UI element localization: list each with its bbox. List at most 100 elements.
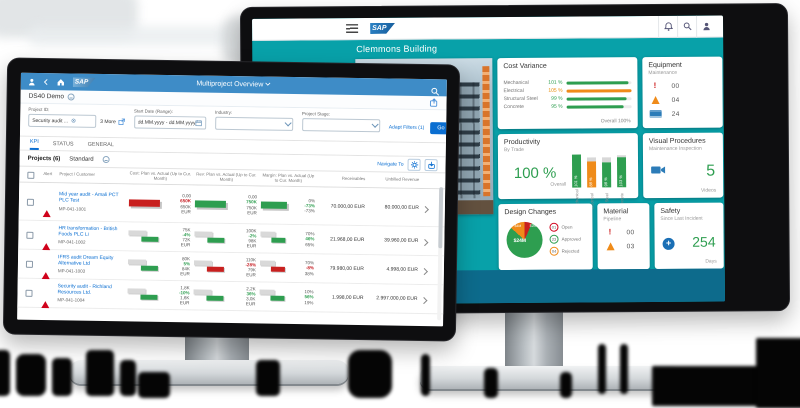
- collapse-icon[interactable]: [103, 156, 110, 163]
- overall-value: 100 %: [504, 165, 566, 182]
- overall-label: Overall: [504, 182, 566, 188]
- collapse-icon[interactable]: [68, 93, 75, 100]
- crane: [482, 66, 490, 196]
- app-screen: SAP Multiproject Overview DS40 Demo P: [17, 73, 447, 327]
- app-title: Multiproject Overview: [21, 78, 447, 92]
- project-id: MP-041-1002: [58, 240, 123, 246]
- productivity-tile[interactable]: Productivity By Trade 100 % Overall 101 …: [498, 133, 638, 199]
- productivity-chart: 100 % Overall 101 % Mechanical 88 % Elec…: [504, 154, 632, 210]
- monitor-front: SAP Multiproject Overview DS40 Demo P: [3, 57, 460, 341]
- project-id: MP-041-1004: [57, 298, 122, 304]
- unbilled-value: 80.000,00 EUR: [365, 204, 419, 211]
- go-button[interactable]: Go: [430, 122, 447, 134]
- column-header-margin[interactable]: Margin: Plan vs. Actual (Up to Cur. Mont…: [259, 173, 317, 184]
- legend-item: 23 Approved: [550, 235, 587, 244]
- design-changes-tile[interactable]: Design Changes $24M $4M $2M 01 Open 23: [498, 203, 592, 270]
- status-row: 04: [649, 96, 717, 104]
- bar-label: Concrete: [504, 104, 545, 110]
- equipment-tile[interactable]: Equipment Maintenance ! 00 04 24: [642, 57, 722, 129]
- trade-bar: 98 % Str. Steel: [601, 154, 611, 209]
- pie-slice-label: $2M: [530, 224, 537, 228]
- unbilled-value: 2.997.000,00 EUR: [363, 295, 417, 302]
- tile-subtitle: Since Last Incident: [660, 216, 717, 222]
- bar-label: Structural Steel: [504, 96, 545, 102]
- foreground-blur-blob: [348, 350, 392, 398]
- value-help-icon[interactable]: [118, 118, 125, 125]
- row-checkbox[interactable]: [26, 232, 33, 239]
- view-variant[interactable]: Standard: [69, 156, 93, 162]
- kpi-value: 5: [706, 164, 715, 180]
- material-tile[interactable]: Material Pipeline ! 00 03: [597, 203, 649, 269]
- row-checkbox[interactable]: [26, 261, 33, 268]
- project-link[interactable]: Security audit - Richland Resources Ltd.: [57, 284, 122, 297]
- cost-variance-tile[interactable]: Cost Variance Mechanical 101 % Electrica…: [497, 57, 637, 129]
- monitor-base: [420, 366, 682, 389]
- tab-status[interactable]: STATUS: [53, 141, 74, 150]
- clear-icon[interactable]: ⊗: [71, 117, 76, 124]
- kpi-value: 254: [692, 234, 715, 250]
- project-link[interactable]: HR transformation - British Foods PLC Li: [58, 226, 123, 239]
- legend-item: 01 Open: [549, 223, 586, 232]
- column-header-project[interactable]: Project / Customer: [59, 172, 127, 178]
- design-changes-pie-chart: $24M $4M $2M: [506, 222, 542, 258]
- export-icon[interactable]: [424, 159, 437, 171]
- project-link[interactable]: IFRS audit Dream Equity Alternative Ltd: [58, 255, 123, 268]
- warning-icon: [606, 242, 614, 250]
- kpi-unit: Days: [705, 259, 716, 265]
- error-icon: !: [654, 82, 657, 90]
- foreground-blur-blob: [138, 372, 170, 398]
- tab-kpi[interactable]: KPI: [30, 139, 39, 150]
- navigate-to-link[interactable]: Navigate To: [377, 161, 403, 167]
- user-icon[interactable]: [696, 16, 715, 38]
- column-header-alert[interactable]: Alert: [43, 172, 59, 177]
- error-icon: !: [609, 228, 612, 236]
- column-header-cost[interactable]: Cost: Plan vs. Actual (Up to Cur. Month): [127, 171, 193, 182]
- column-header-unbilled[interactable]: Unbilled Revenue: [365, 177, 419, 183]
- calendar-icon[interactable]: [195, 119, 202, 126]
- column-header-rev[interactable]: Rev: Plan vs. Actual (Up to Cur. Month): [193, 172, 259, 183]
- receivables-value: 79.980,00 EUR: [316, 265, 364, 272]
- project-stage-select[interactable]: [302, 118, 380, 132]
- search-icon[interactable]: [431, 83, 440, 101]
- row-chevron-icon[interactable]: [421, 239, 428, 246]
- row-chevron-icon[interactable]: [421, 206, 428, 213]
- project-id-input[interactable]: Security audit ... ⊗: [28, 114, 96, 128]
- table-row[interactable]: Security audit - Richland Resources Ltd.…: [17, 279, 443, 315]
- adapt-filters-link[interactable]: Adapt Filters (1): [389, 124, 425, 131]
- row-chevron-icon[interactable]: [420, 268, 427, 275]
- filter-industry: Industry:: [215, 110, 293, 131]
- foreground-blur-blob: [421, 354, 430, 396]
- bell-icon[interactable]: [658, 16, 677, 38]
- safety-tile[interactable]: Safety Since Last Incident + 254 Days: [654, 203, 723, 269]
- industry-select[interactable]: [215, 117, 293, 131]
- column-header-receivables[interactable]: Receivables: [317, 176, 365, 182]
- tile-subtitle: Maintenance Inspection: [649, 146, 717, 152]
- row-checkbox: [25, 290, 32, 297]
- row-checkbox[interactable]: [27, 198, 34, 205]
- project-link[interactable]: Mid year audit - Amali PCT PLC Test: [59, 193, 124, 206]
- select-all-checkbox[interactable]: [27, 171, 34, 178]
- filter-label: Industry:: [215, 110, 293, 116]
- tab-general[interactable]: GENERAL: [88, 142, 114, 151]
- menu-icon[interactable]: [346, 24, 358, 33]
- table-row[interactable]: Mid year audit - Amali PCT PLC Test MP-0…: [19, 183, 446, 228]
- cost-variance-chart: Mechanical 101 % Electrical 105 % Struct…: [503, 78, 631, 111]
- status-count: 04: [672, 96, 680, 103]
- status-row: ! 00: [648, 82, 716, 90]
- visual-procedures-tile[interactable]: Visual Procedures Maintenance Inspection…: [643, 133, 723, 199]
- more-tokens-label[interactable]: 3 More: [100, 118, 116, 124]
- chevron-down-icon: [265, 82, 271, 87]
- dashboard-shell-bar: SAP: [252, 16, 723, 41]
- date-range-input[interactable]: dd.MM.yyyy - dd.MM.yyyy: [134, 115, 206, 129]
- search-icon[interactable]: [677, 16, 696, 38]
- foreground-blur-blob: [560, 372, 572, 398]
- row-chevron-icon[interactable]: [420, 297, 427, 304]
- settings-icon[interactable]: [407, 158, 420, 170]
- filter-project-stage: Project Stage:: [302, 111, 380, 132]
- table-title: Projects (6): [28, 155, 61, 162]
- background-blur-shape: [28, 26, 233, 46]
